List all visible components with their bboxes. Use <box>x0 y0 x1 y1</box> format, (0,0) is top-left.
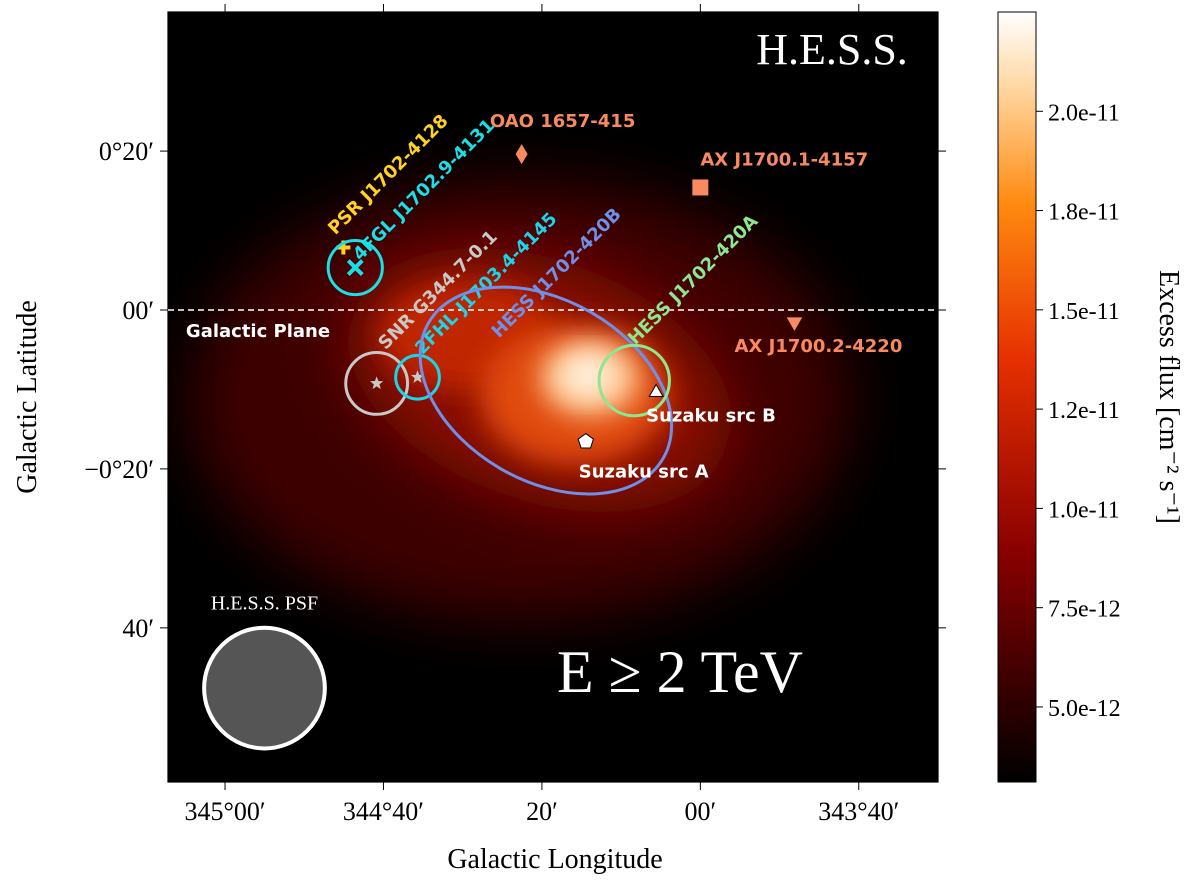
y-tick-label: 0°20′ <box>99 137 154 166</box>
source-marker <box>786 317 803 331</box>
colorbar-tick-label: 1.0e-11 <box>1048 497 1120 523</box>
psf-circle <box>202 625 327 751</box>
source-marker <box>577 432 594 449</box>
source-label: AX J1700.2-4220 <box>735 336 903 357</box>
colorbar-label: Excess flux [cm⁻² s⁻¹] <box>1153 270 1184 524</box>
source-extent <box>418 285 674 496</box>
source-extent <box>597 343 671 418</box>
colorbar-tick-label: 2.0e-11 <box>1048 100 1120 126</box>
y-tick-label: −0°20′ <box>84 455 154 484</box>
colorbar-tick-label: 5.0e-12 <box>1048 696 1121 722</box>
x-tick-label: 00′ <box>685 797 717 826</box>
y-tick-label: 40′ <box>122 614 154 643</box>
colorbar <box>997 11 1037 783</box>
psf-label: H.E.S.S. PSF <box>211 593 318 615</box>
y-axis-label: Galactic Latitude <box>12 300 43 494</box>
x-tick-label: 345°00′ <box>184 797 265 826</box>
source-marker <box>692 179 709 196</box>
colorbar-tick-label: 1.5e-11 <box>1048 299 1120 325</box>
y-tick-label: 00′ <box>122 296 154 325</box>
source-label: Suzaku src A <box>579 462 709 483</box>
source-label: AX J1700.1-4157 <box>700 149 868 170</box>
energy-label: E ≥ 2 TeV <box>557 639 803 705</box>
x-tick-label: 343°40′ <box>818 797 899 826</box>
galactic-plane-label: Galactic Plane <box>186 321 330 342</box>
source-extent <box>344 351 410 416</box>
source-marker <box>370 376 384 390</box>
source-extent <box>326 238 384 297</box>
source-label: Suzaku src B <box>646 405 776 426</box>
chart-title: H.E.S.S. <box>756 25 908 74</box>
x-tick-label: 344°40′ <box>343 797 424 826</box>
plot-frame <box>167 11 939 783</box>
source-marker <box>410 370 425 383</box>
colorbar-tick-label: 1.8e-11 <box>1048 200 1120 226</box>
source-marker <box>648 383 664 397</box>
source-marker <box>515 144 528 165</box>
colorbar-tick-label: 1.2e-11 <box>1048 398 1120 424</box>
source-extent <box>394 353 441 401</box>
colorbar-tick-label: 7.5e-12 <box>1048 597 1121 623</box>
source-marker <box>346 259 364 276</box>
x-tick-label: 20′ <box>526 797 558 826</box>
x-axis-label: Galactic Longitude <box>447 844 662 875</box>
source-label: OAO 1657-415 <box>490 111 635 132</box>
